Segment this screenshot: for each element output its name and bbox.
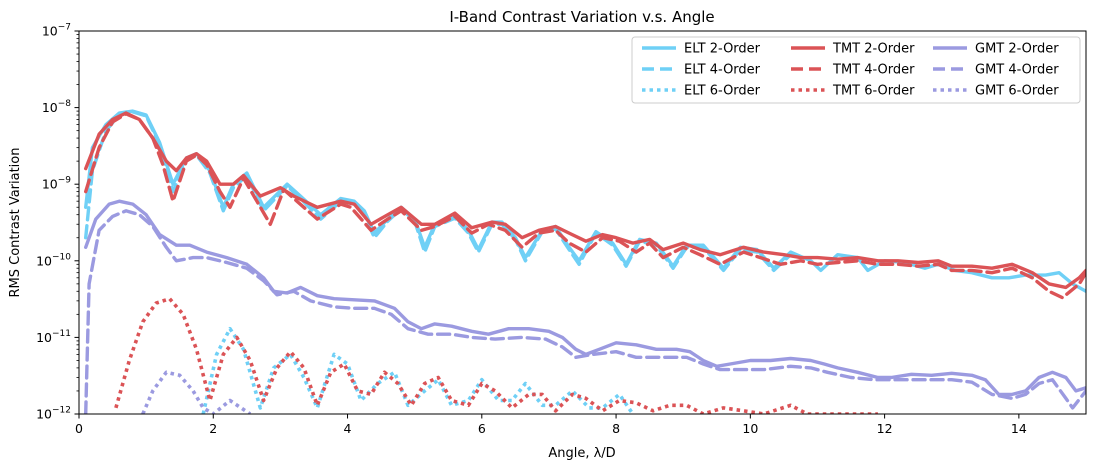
x-tick-label: 4 [344, 421, 352, 436]
y-tick-label: 10−10 [36, 252, 71, 268]
legend-box [631, 36, 1081, 104]
x-tick-label: 12 [877, 421, 893, 436]
legend-label-gmt-2-order: GMT 2-Order [975, 42, 1059, 57]
y-axis: 10−12 10−11 10−10 10−9 10−8 10−7 [36, 23, 79, 422]
series-line-tmt-6-order [114, 296, 878, 414]
x-tick-label: 10 [742, 421, 758, 436]
legend-label-tmt-4-order: TMT 4-Order [832, 63, 915, 78]
x-tick-label: 6 [478, 421, 486, 436]
series-line-gmt-2-order [83, 199, 1086, 397]
y-axis-label: RMS Contrast Variation [8, 148, 23, 298]
x-tick-label: 0 [75, 421, 83, 436]
legend-label-tmt-6-order: TMT 6-Order [832, 84, 915, 99]
x-axis: 0 2 4 6 8 10 12 14 [75, 414, 1027, 436]
series-line-elt-6-order [201, 326, 635, 414]
series-layer [83, 109, 1086, 414]
legend-label-tmt-2-order: TMT 2-Order [832, 42, 915, 57]
chart-title: I-Band Contrast Variation v.s. Angle [449, 8, 714, 26]
legend: ELT 2-Order TMT 2-Order GMT 2-Order ELT 4-O… [631, 36, 1081, 104]
y-tick-label: 10−9 [42, 176, 71, 192]
legend-label-elt-4-order: ELT 4-Order [684, 63, 761, 78]
x-tick-label: 8 [612, 421, 620, 436]
y-tick-label: 10−11 [36, 329, 71, 345]
y-tick-label: 10−12 [36, 406, 71, 422]
x-tick-label: 2 [209, 421, 217, 436]
series-line-tmt-4-order [83, 112, 1086, 300]
y-tick-label: 10−7 [42, 23, 71, 39]
legend-label-gmt-4-order: GMT 4-Order [975, 63, 1059, 78]
legend-label-elt-2-order: ELT 2-Order [684, 42, 761, 57]
series-line-gmt-4-order [83, 209, 1086, 414]
series-line-gmt-6-order [141, 370, 252, 414]
x-axis-label: Angle, λ/D [548, 446, 615, 461]
y-tick-label: 10−8 [42, 99, 71, 115]
series-line-tmt-2-order [83, 111, 1086, 290]
plot-frame [78, 30, 1087, 415]
legend-label-elt-6-order: ELT 6-Order [684, 84, 761, 99]
legend-label-gmt-6-order: GMT 6-Order [975, 84, 1059, 99]
x-tick-label: 14 [1011, 421, 1027, 436]
